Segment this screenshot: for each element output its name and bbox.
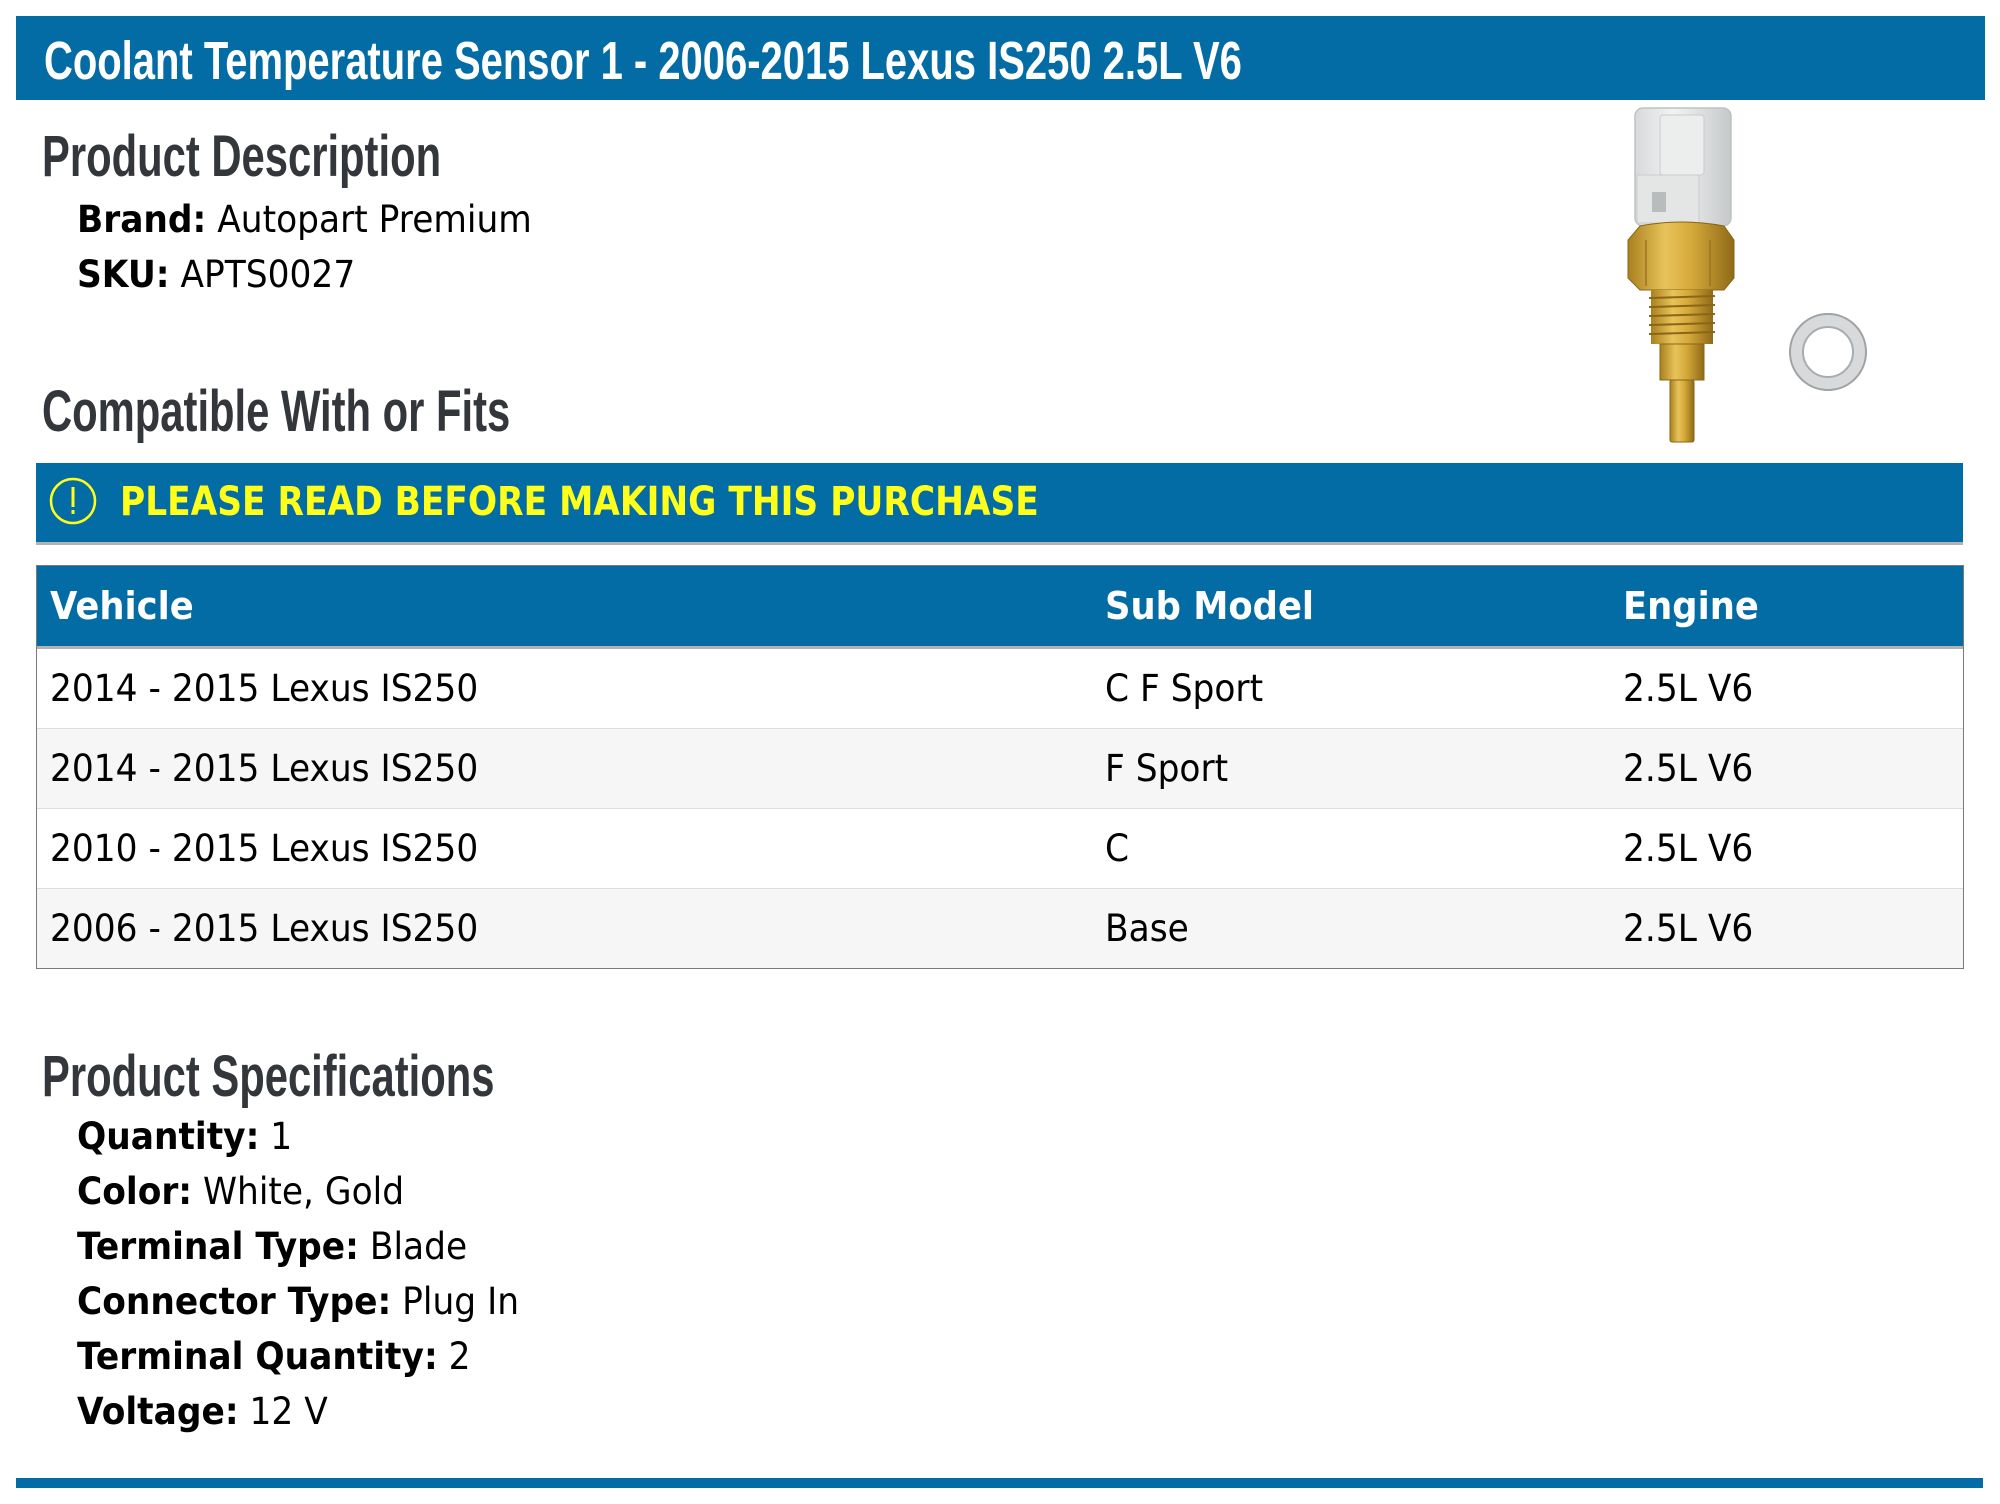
compatibility-table: Vehicle Sub Model Engine 2014 - 2015 Lex… [36, 565, 1964, 969]
coolant-sensor-icon [1627, 107, 1867, 443]
sku-field: SKU: APTS0027 [77, 253, 355, 297]
spec-voltage: Voltage: 12 V [77, 1390, 328, 1434]
table-header: Vehicle Sub Model Engine [37, 566, 1963, 649]
spec-label: Terminal Type: [77, 1225, 359, 1268]
sub-model-cell: Base [1105, 907, 1189, 950]
spec-label: Terminal Quantity: [77, 1335, 438, 1378]
spec-value: 2 [448, 1335, 471, 1378]
sku-label: SKU: [77, 253, 170, 296]
footer-divider [16, 1478, 1983, 1488]
page-title: Coolant Temperature Sensor 1 - 2006-2015… [44, 31, 1242, 91]
table-row: 2014 - 2015 Lexus IS250 C F Sport 2.5L V… [37, 649, 1963, 728]
product-description-heading: Product Description [42, 124, 442, 189]
column-header-engine: Engine [1623, 584, 1759, 628]
spec-label: Connector Type: [77, 1280, 392, 1323]
brand-label: Brand: [77, 198, 207, 241]
vehicle-cell: 2006 - 2015 Lexus IS250 [50, 907, 479, 950]
vehicle-cell: 2010 - 2015 Lexus IS250 [50, 827, 479, 870]
vehicle-cell: 2014 - 2015 Lexus IS250 [50, 667, 479, 710]
spec-value: Blade [369, 1225, 468, 1268]
spec-label: Voltage: [77, 1390, 239, 1433]
spec-color: Color: White, Gold [77, 1170, 404, 1214]
sku-value: APTS0027 [180, 253, 356, 296]
table-row: 2010 - 2015 Lexus IS250 C 2.5L V6 [37, 808, 1963, 888]
brand-field: Brand: Autopart Premium [77, 198, 532, 242]
spec-value: 12 V [249, 1390, 328, 1433]
spec-value: White, Gold [203, 1170, 405, 1213]
title-bar: Coolant Temperature Sensor 1 - 2006-2015… [16, 16, 1985, 100]
spec-label: Color: [77, 1170, 193, 1213]
warning-text: PLEASE READ BEFORE MAKING THIS PURCHASE [120, 479, 1039, 525]
column-header-sub-model: Sub Model [1105, 584, 1315, 628]
spec-value: 1 [270, 1115, 293, 1158]
brand-value: Autopart Premium [217, 198, 532, 241]
vehicle-cell: 2014 - 2015 Lexus IS250 [50, 747, 479, 790]
column-header-vehicle: Vehicle [50, 584, 194, 628]
spec-quantity: Quantity: 1 [77, 1115, 292, 1159]
spec-connector-type: Connector Type: Plug In [77, 1280, 519, 1324]
exclamation-circle-icon [49, 477, 97, 525]
spec-label: Quantity: [77, 1115, 260, 1158]
spec-value: Plug In [402, 1280, 520, 1323]
engine-cell: 2.5L V6 [1623, 827, 1754, 870]
sub-model-cell: C F Sport [1105, 667, 1264, 710]
table-row: 2014 - 2015 Lexus IS250 F Sport 2.5L V6 [37, 728, 1963, 808]
engine-cell: 2.5L V6 [1623, 667, 1754, 710]
spec-terminal-quantity: Terminal Quantity: 2 [77, 1335, 471, 1379]
purchase-warning-banner: PLEASE READ BEFORE MAKING THIS PURCHASE [36, 463, 1963, 545]
table-row: 2006 - 2015 Lexus IS250 Base 2.5L V6 [37, 888, 1963, 968]
engine-cell: 2.5L V6 [1623, 907, 1754, 950]
sub-model-cell: F Sport [1105, 747, 1229, 790]
sub-model-cell: C [1105, 827, 1130, 870]
product-image [1600, 100, 1890, 445]
engine-cell: 2.5L V6 [1623, 747, 1754, 790]
product-specifications-heading: Product Specifications [42, 1044, 495, 1109]
compatible-heading: Compatible With or Fits [42, 379, 511, 444]
spec-terminal-type: Terminal Type: Blade [77, 1225, 467, 1269]
